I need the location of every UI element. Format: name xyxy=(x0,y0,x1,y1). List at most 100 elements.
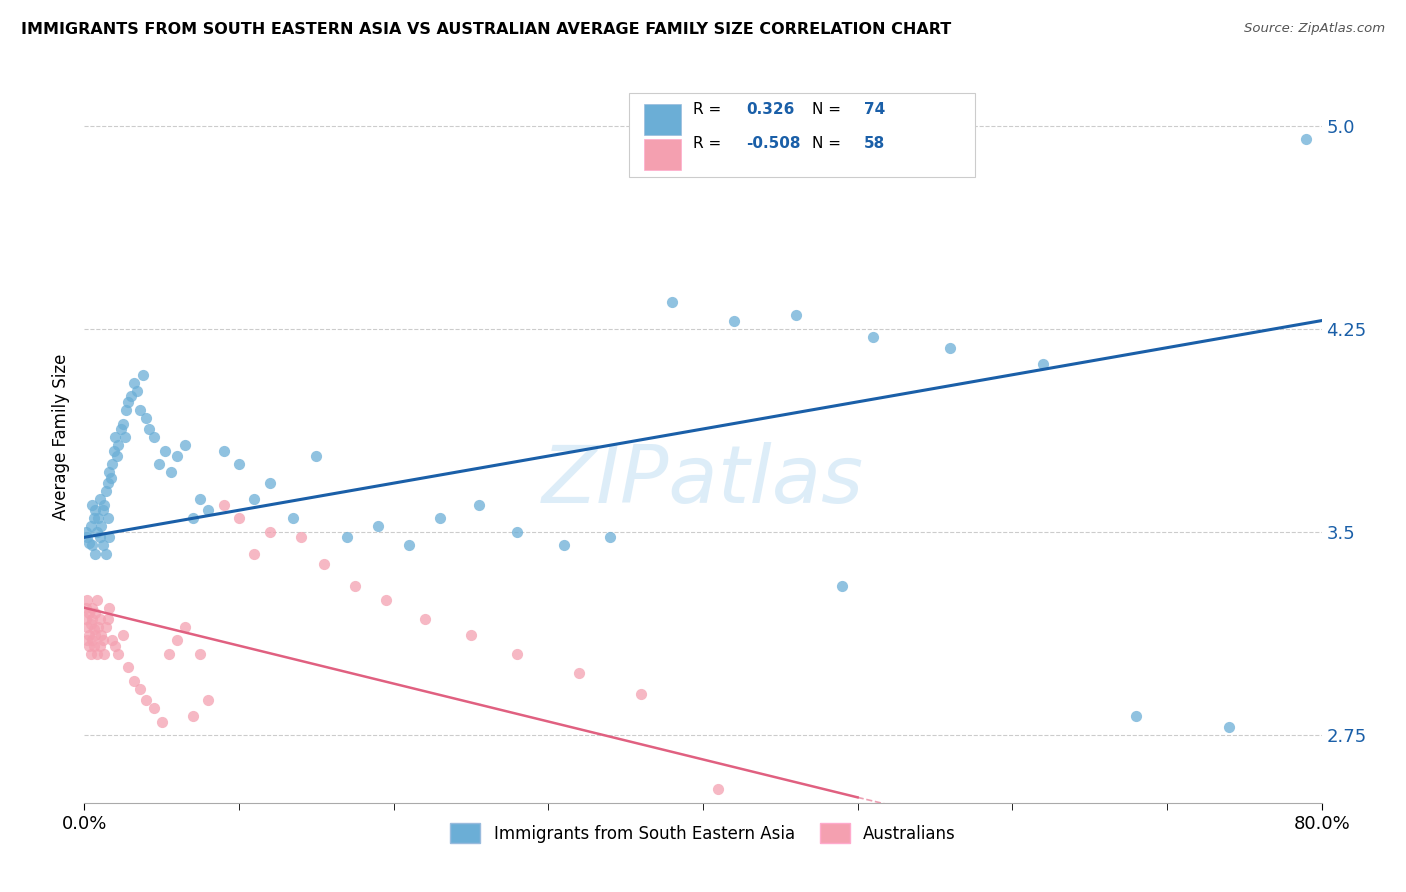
Point xyxy=(312,558,335,572)
Point xyxy=(87,511,110,525)
Point xyxy=(122,673,145,688)
Point xyxy=(160,465,183,479)
Point xyxy=(94,620,117,634)
Point xyxy=(91,538,114,552)
Point xyxy=(98,600,121,615)
Point xyxy=(98,530,121,544)
Text: N =: N = xyxy=(811,102,846,117)
Point xyxy=(143,701,166,715)
Point xyxy=(82,611,104,625)
Point xyxy=(82,538,104,552)
Point xyxy=(94,484,117,499)
Point xyxy=(398,538,420,552)
Point xyxy=(105,449,128,463)
Point xyxy=(630,688,652,702)
Point xyxy=(93,498,115,512)
Point xyxy=(862,330,884,344)
Point xyxy=(506,647,529,661)
Point xyxy=(129,681,152,696)
Point xyxy=(135,411,157,425)
Point xyxy=(86,524,108,539)
Text: R =: R = xyxy=(693,102,727,117)
Point xyxy=(460,628,482,642)
Point xyxy=(228,457,250,471)
Point xyxy=(181,709,204,723)
Text: R =: R = xyxy=(693,136,727,151)
Point xyxy=(75,611,97,625)
Point xyxy=(83,511,105,525)
Text: 0.326: 0.326 xyxy=(747,102,794,117)
Point xyxy=(148,457,170,471)
Point xyxy=(212,498,235,512)
Point xyxy=(159,647,180,661)
Point xyxy=(107,438,129,452)
Point xyxy=(197,503,219,517)
Point xyxy=(305,449,328,463)
Point xyxy=(166,633,188,648)
Point xyxy=(138,422,160,436)
Legend: Immigrants from South Eastern Asia, Australians: Immigrants from South Eastern Asia, Aust… xyxy=(443,817,963,849)
Point xyxy=(96,476,118,491)
Point xyxy=(86,592,108,607)
Point xyxy=(77,628,100,642)
Point xyxy=(112,628,135,642)
Point xyxy=(1218,720,1240,734)
Point xyxy=(83,623,105,637)
Point xyxy=(197,693,219,707)
Point xyxy=(143,430,166,444)
Point xyxy=(114,430,136,444)
Point xyxy=(243,492,266,507)
Point xyxy=(174,620,197,634)
Point xyxy=(76,633,98,648)
Point xyxy=(77,535,100,549)
Point xyxy=(1295,132,1317,146)
Point xyxy=(467,498,491,512)
Point xyxy=(290,530,312,544)
Point xyxy=(1125,709,1147,723)
Point xyxy=(166,449,188,463)
Point xyxy=(429,511,451,525)
Point xyxy=(336,530,359,544)
Text: IMMIGRANTS FROM SOUTH EASTERN ASIA VS AUSTRALIAN AVERAGE FAMILY SIZE CORRELATION: IMMIGRANTS FROM SOUTH EASTERN ASIA VS AU… xyxy=(21,22,952,37)
Point xyxy=(181,511,204,525)
Point xyxy=(82,498,104,512)
Point xyxy=(101,457,124,471)
Point xyxy=(93,647,115,661)
Point xyxy=(76,530,98,544)
Point xyxy=(76,620,98,634)
Point xyxy=(135,693,157,707)
Point xyxy=(281,511,305,525)
Point xyxy=(84,628,107,642)
Point xyxy=(107,647,129,661)
Point xyxy=(77,606,100,620)
Point xyxy=(83,639,105,653)
Point xyxy=(79,617,101,632)
FancyBboxPatch shape xyxy=(644,104,681,135)
Point xyxy=(90,628,112,642)
Point xyxy=(568,665,591,680)
Point xyxy=(75,524,97,539)
Point xyxy=(188,492,211,507)
Point xyxy=(82,633,104,648)
Point xyxy=(661,294,683,309)
Point xyxy=(367,519,389,533)
Point xyxy=(150,714,173,729)
Point xyxy=(96,611,118,625)
Text: Source: ZipAtlas.com: Source: ZipAtlas.com xyxy=(1244,22,1385,36)
Point xyxy=(259,524,281,539)
Point xyxy=(101,633,124,648)
Point xyxy=(89,611,111,625)
Point xyxy=(91,633,114,648)
FancyBboxPatch shape xyxy=(628,94,976,178)
Point xyxy=(96,511,118,525)
Point xyxy=(100,471,122,485)
FancyBboxPatch shape xyxy=(644,139,681,170)
Point xyxy=(84,606,107,620)
Point xyxy=(117,660,139,674)
Point xyxy=(104,639,127,653)
Point xyxy=(115,403,138,417)
Y-axis label: Average Family Size: Average Family Size xyxy=(52,354,70,520)
Point xyxy=(343,579,366,593)
Point xyxy=(77,639,100,653)
Point xyxy=(112,417,135,431)
